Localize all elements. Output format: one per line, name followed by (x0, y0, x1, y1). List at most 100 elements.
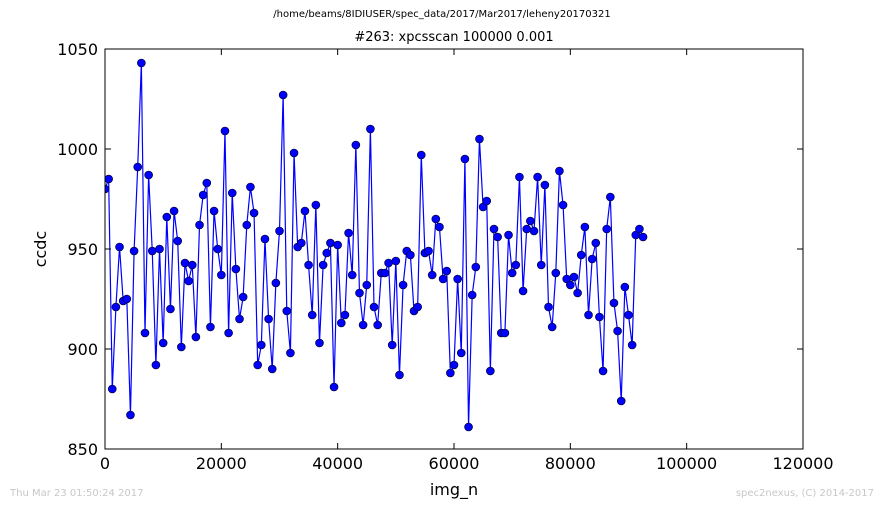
data-point (275, 226, 284, 236)
x-axis: 0 20000 40000 60000 80000 100000 120000 (100, 49, 834, 473)
data-point (326, 238, 335, 248)
data-point (438, 274, 448, 284)
data-point (202, 178, 212, 188)
data-point (456, 348, 466, 358)
data-point (206, 322, 215, 332)
plot-frame (104, 48, 804, 450)
data-point (209, 206, 219, 216)
data-point (482, 196, 492, 206)
data-point (151, 360, 161, 370)
data-point (522, 224, 532, 234)
data-point (555, 166, 564, 176)
series-layer (105, 58, 648, 432)
data-point (529, 226, 539, 236)
data-point (387, 340, 397, 350)
data-point (180, 258, 190, 268)
data-point (507, 268, 517, 278)
data-point (307, 310, 317, 320)
data-point (569, 272, 579, 282)
data-point (246, 182, 255, 192)
data-point (105, 184, 110, 194)
series-line (105, 62, 644, 428)
data-point (235, 314, 244, 324)
data-point (191, 332, 201, 342)
data-point (613, 326, 622, 336)
data-point (220, 126, 230, 136)
data-point (464, 422, 473, 432)
y-tick-label: 850 (67, 440, 98, 459)
x-tick-label: 80000 (545, 454, 596, 473)
data-point (129, 246, 139, 256)
data-point (340, 310, 350, 320)
data-point (591, 238, 601, 248)
data-point (620, 282, 630, 292)
y-axis: 850 900 950 1000 1050 (57, 40, 803, 459)
x-axis-label: img_n (430, 480, 478, 500)
file-path-title: /home/beams/8IDIUSER/spec_data/2017/Mar2… (273, 9, 611, 20)
data-point (344, 228, 353, 238)
data-point (311, 200, 321, 210)
data-point (333, 240, 342, 250)
data-point (638, 232, 648, 242)
data-point (238, 292, 248, 302)
data-point (504, 230, 513, 240)
data-point (624, 310, 633, 320)
data-point (242, 220, 252, 230)
data-point (395, 370, 404, 380)
data-point (544, 302, 553, 312)
data-point (580, 222, 590, 232)
y-tick-label: 950 (67, 240, 98, 259)
data-point (267, 364, 277, 374)
data-point (147, 246, 157, 256)
data-point (635, 224, 644, 234)
data-point (460, 154, 470, 164)
data-point (471, 262, 481, 272)
data-point (453, 274, 462, 284)
data-point (322, 248, 332, 258)
data-point (253, 360, 262, 370)
data-point (107, 384, 117, 394)
data-point (297, 238, 306, 248)
data-point (606, 192, 615, 202)
data-point (300, 206, 310, 216)
data-point (576, 250, 586, 260)
data-point (336, 318, 346, 328)
data-point (264, 314, 273, 324)
data-point (140, 328, 150, 338)
data-point (355, 288, 364, 298)
data-point (616, 396, 626, 406)
data-point (177, 342, 186, 352)
data-point (122, 294, 132, 304)
data-point (217, 270, 226, 280)
data-point (133, 162, 143, 172)
data-point (369, 302, 379, 312)
data-point (144, 170, 153, 180)
data-point (427, 270, 437, 280)
data-point (137, 58, 146, 68)
data-point (609, 298, 619, 308)
data-point (515, 172, 524, 182)
data-point (442, 266, 452, 276)
data-point (536, 260, 546, 270)
data-point (551, 268, 561, 278)
data-point (500, 328, 510, 338)
data-point (424, 246, 433, 256)
data-point (406, 250, 415, 260)
data-point (602, 224, 611, 234)
data-point (486, 366, 495, 376)
data-point (286, 348, 295, 358)
data-point (115, 242, 124, 252)
data-point (329, 382, 339, 392)
x-tick-label: 120000 (772, 454, 833, 473)
data-point (449, 360, 459, 370)
data-point (195, 220, 204, 230)
data-point (249, 208, 259, 218)
data-point (518, 286, 528, 296)
data-point (227, 188, 237, 198)
data-point (391, 256, 401, 266)
data-point (416, 150, 426, 160)
data-point (475, 134, 484, 144)
data-point (173, 236, 183, 246)
data-point (431, 214, 441, 224)
